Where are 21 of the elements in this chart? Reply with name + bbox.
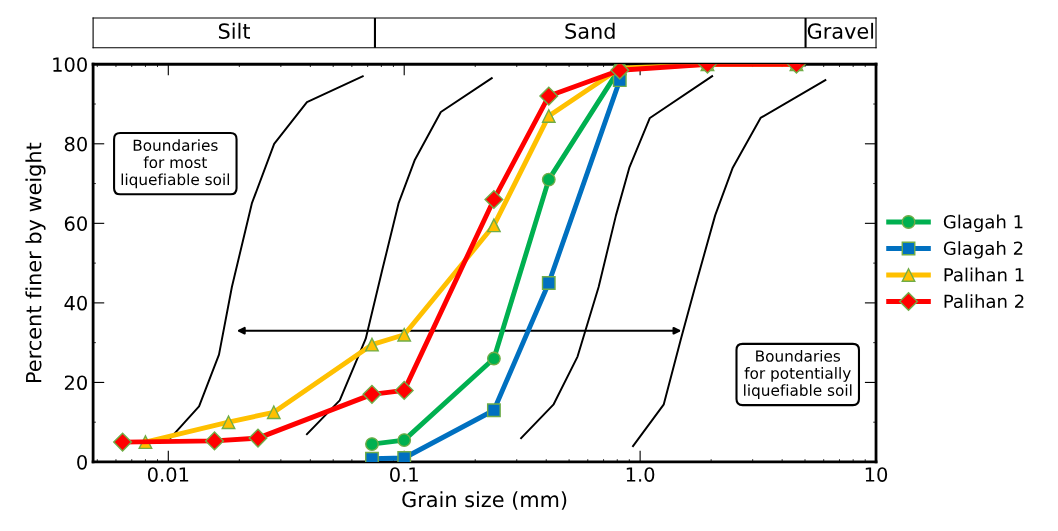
legend-label: Glagah 2 [943, 241, 1023, 259]
text: Silt [218, 22, 251, 39]
text: Gravel [807, 22, 874, 39]
text: Sand [565, 22, 615, 39]
legend-label: Glagah 1 [943, 214, 1023, 233]
y-tick-label: 20 [64, 375, 87, 391]
y-tick-label: 0 [77, 454, 87, 470]
y-tick-label: 40 [64, 295, 87, 311]
annotation: Boundaries for most liquefiable soil [121, 139, 229, 189]
y-tick-label: 60 [64, 216, 87, 231]
legend-label: Palihan 2 [944, 294, 1024, 309]
y-tick-label: 80 [64, 136, 87, 152]
x-tick-label: 1.0 [626, 467, 655, 482]
x-tick-label: 0.1 [390, 467, 418, 482]
x-tick-label: 10 [865, 467, 888, 482]
annotation: Boundaries for potentially liquefiable soil [744, 349, 852, 399]
x-tick-label: 0.01 [147, 467, 189, 482]
x-axis-title: Grain size (mm) [402, 491, 567, 510]
y-tick-label: 100 [53, 57, 87, 72]
y-axis-title: Percent finer by weight [25, 142, 46, 382]
legend-label: Palihan 1 [944, 267, 1024, 282]
